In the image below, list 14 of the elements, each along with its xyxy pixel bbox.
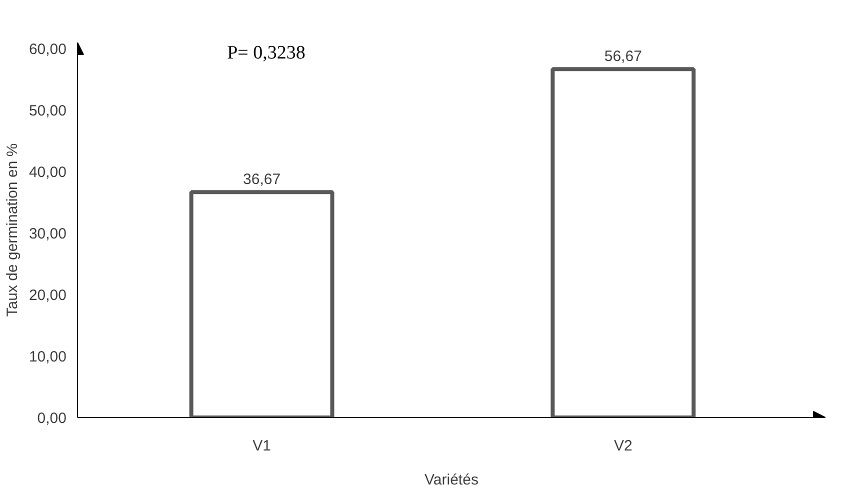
y-tick-label: 20,00 [28, 287, 67, 304]
annotation: P= 0,3238 [227, 42, 306, 64]
y-tick-label: 30,00 [28, 226, 67, 243]
data-label: 56,67 [604, 48, 642, 66]
x-axis-title: Variétés [424, 472, 478, 488]
x-tick-label: V2 [614, 438, 632, 454]
y-tick-label: 50,00 [28, 102, 67, 120]
y-tick-label: 10,00 [28, 348, 67, 366]
data-label: 36,67 [243, 171, 281, 188]
y-axis-title: Taux de germination en % [4, 143, 21, 317]
x-tick-label: V1 [252, 438, 271, 454]
y-tick-label: 40,00 [28, 164, 67, 182]
y-tick-label: 0,00 [37, 410, 67, 427]
y-tick-label: 60,00 [28, 41, 67, 58]
